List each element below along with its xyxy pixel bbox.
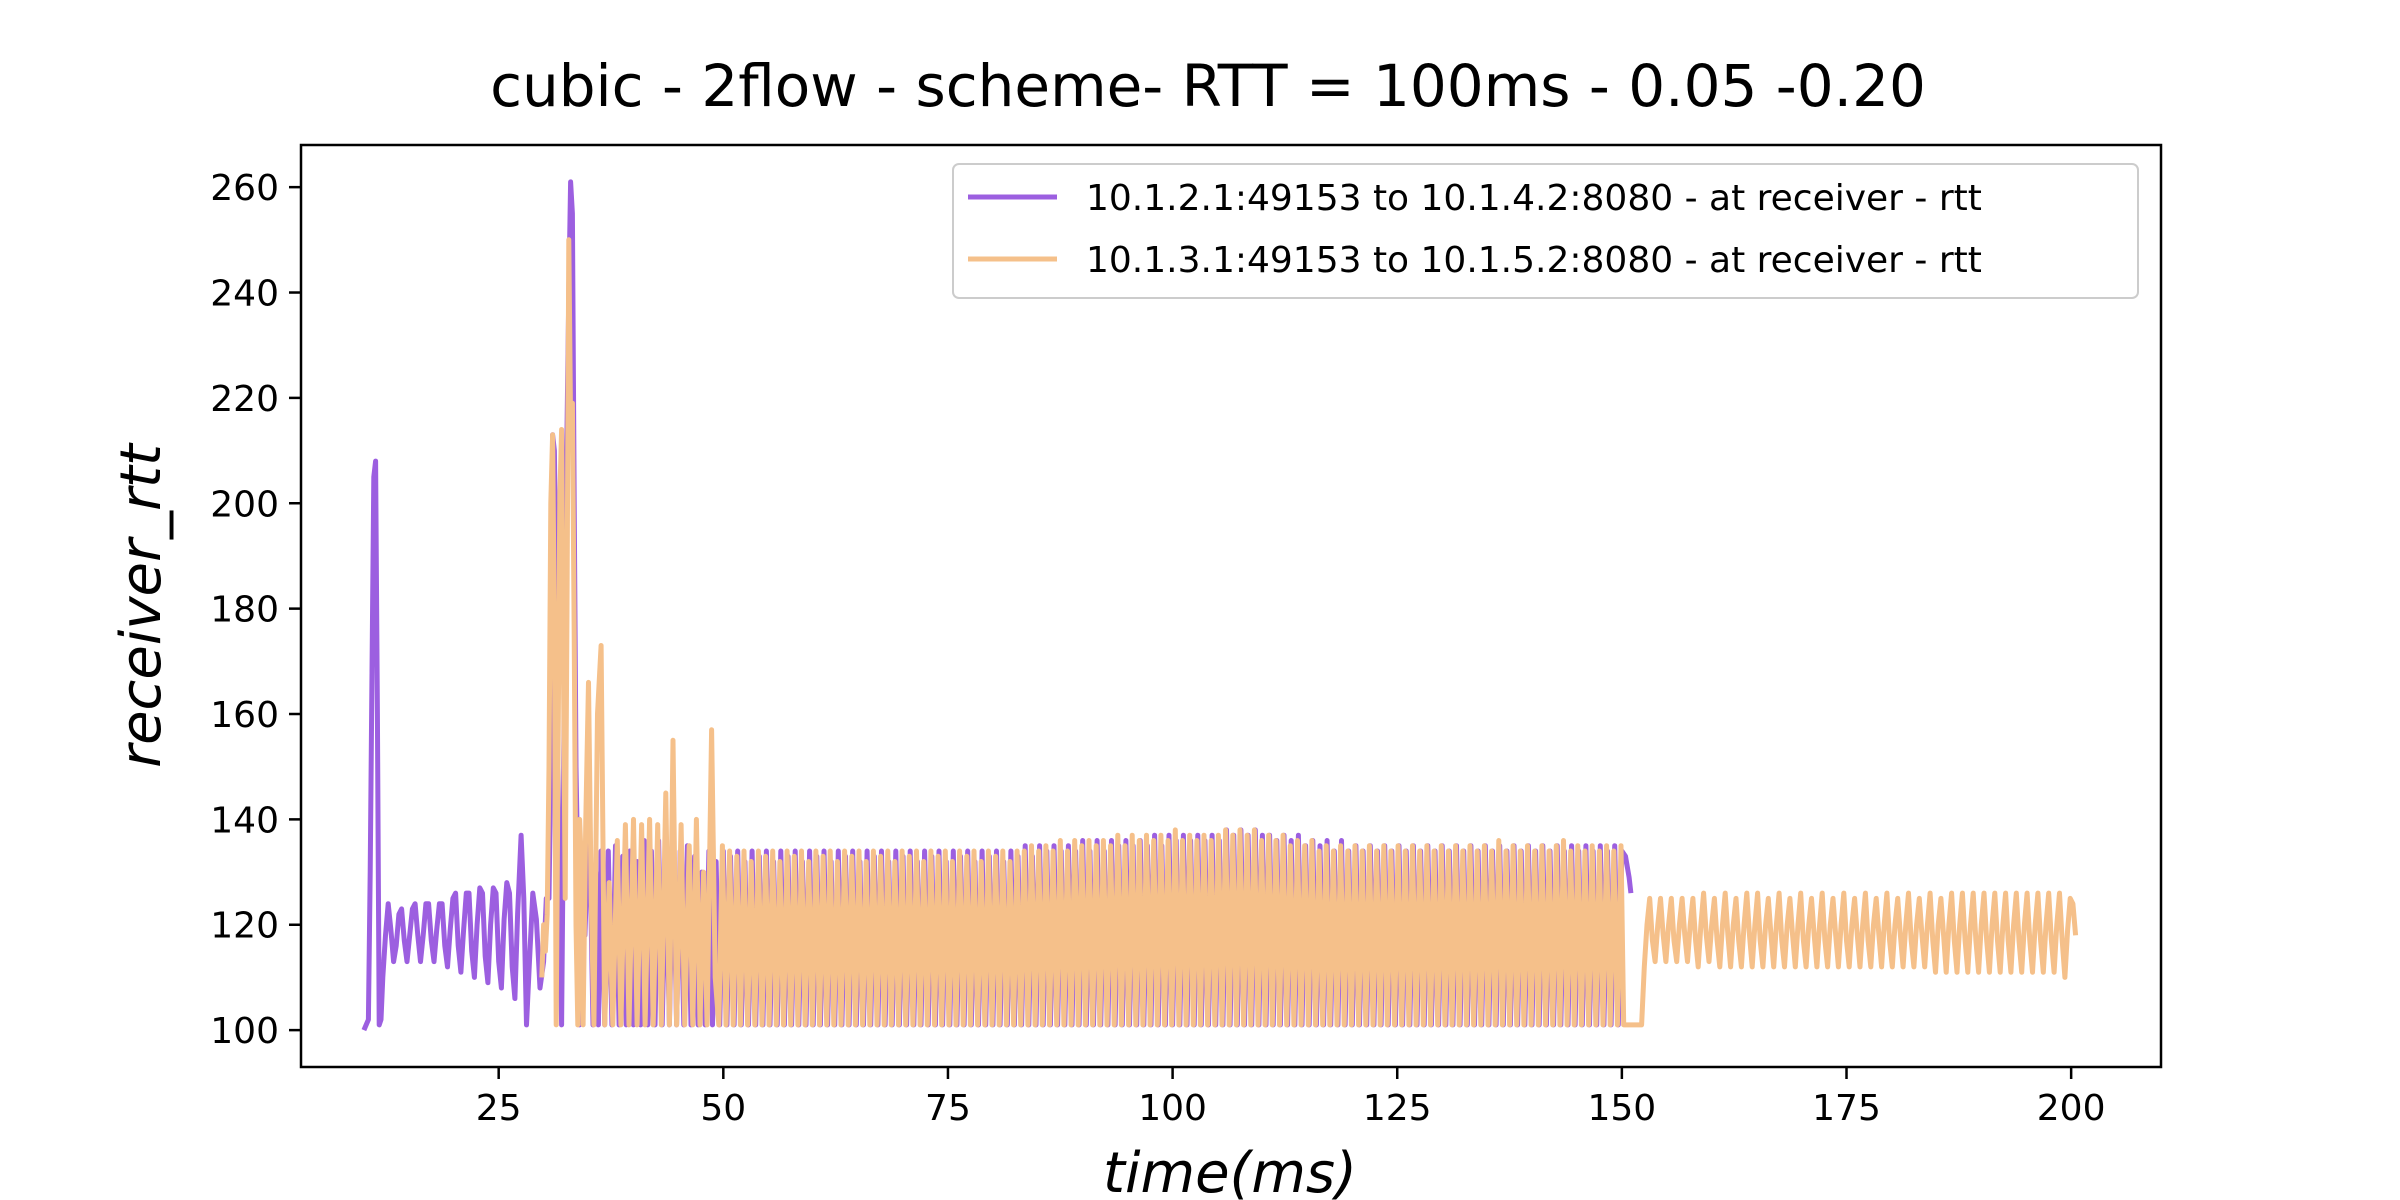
x-tick-label: 100 xyxy=(1138,1088,1207,1129)
x-tick-label: 150 xyxy=(1588,1088,1657,1129)
y-tick-label: 240 xyxy=(210,274,279,315)
chart-title: cubic - 2flow - scheme- RTT = 100ms - 0.… xyxy=(490,52,1926,120)
x-tick-label: 200 xyxy=(2037,1088,2106,1129)
y-tick-label: 200 xyxy=(210,484,279,525)
y-axis-label: receiver_rtt xyxy=(109,442,174,768)
y-tick-label: 120 xyxy=(210,906,279,947)
y-tick-label: 180 xyxy=(210,590,279,631)
legend-label-series-1: 10.1.2.1:49153 to 10.1.4.2:8080 - at rec… xyxy=(1086,178,1982,219)
x-axis-label: time(ms) xyxy=(1103,1141,1357,1200)
legend: 10.1.2.1:49153 to 10.1.4.2:8080 - at rec… xyxy=(953,164,2138,298)
y-tick-label: 220 xyxy=(210,379,279,420)
y-tick-label: 260 xyxy=(210,168,279,209)
x-tick-label: 75 xyxy=(925,1088,971,1129)
x-tick-label: 25 xyxy=(476,1088,522,1129)
y-tick-label: 160 xyxy=(210,695,279,736)
x-tick-label: 125 xyxy=(1363,1088,1432,1129)
legend-label-series-2: 10.1.3.1:49153 to 10.1.5.2:8080 - at rec… xyxy=(1086,240,1982,281)
x-tick-label: 175 xyxy=(1812,1088,1881,1129)
y-tick-label: 140 xyxy=(210,800,279,841)
x-tick-label: 50 xyxy=(700,1088,746,1129)
y-tick-label: 100 xyxy=(210,1011,279,1052)
